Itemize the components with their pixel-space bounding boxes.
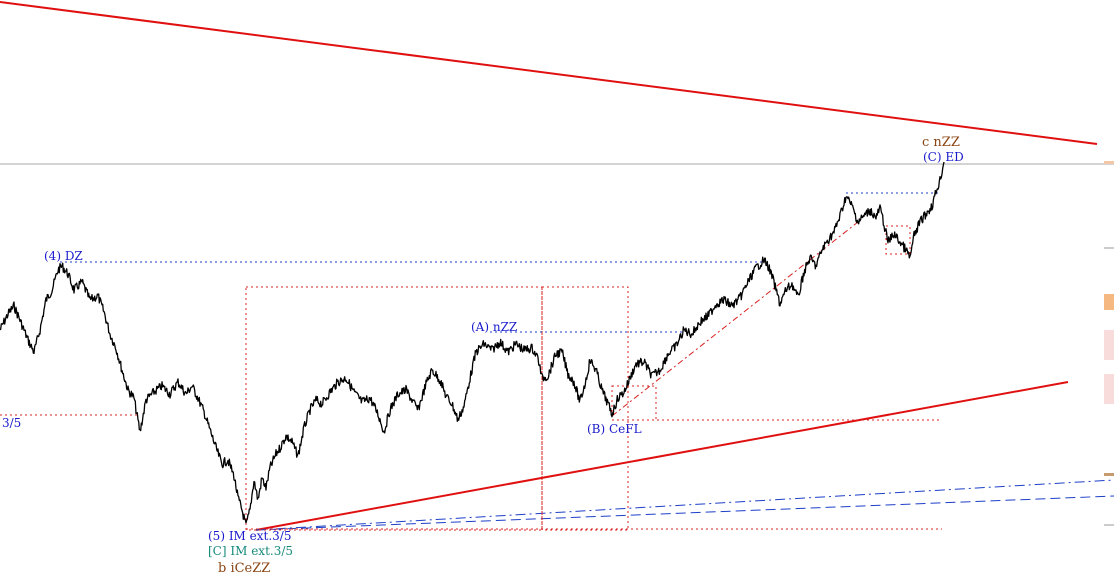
fib-box-right[interactable] [541,286,629,531]
price-marker-orange [1104,294,1114,310]
small-box-b [611,385,657,421]
label-left-35: 3/5 [2,416,21,430]
price-marker-grey-1 [1104,247,1114,249]
label-b-icezz: b iCeZZ [218,561,270,576]
price-marker-top [1104,161,1114,164]
price-marker-pink-2 [1104,374,1114,404]
blue-channel-line-1[interactable] [255,479,1114,531]
label-c-ed: (C) ED [923,150,964,164]
price-series-line[interactable] [0,161,945,524]
price-marker-pink-1 [1104,330,1114,360]
label-five-im: (5) IM ext.3/5 [208,529,291,543]
label-b-cefl: (B) CeFL [587,422,642,436]
price-marker-brown [1104,473,1114,476]
blue-channel-line-2[interactable] [255,495,1114,531]
price-marker-grey-2 [1104,524,1114,526]
small-box-c [885,225,911,255]
label-c-nzz: c nZZ [922,135,960,150]
label-a-nzz: (A) nZZ [471,320,517,334]
upper-trendline[interactable] [0,1,1098,145]
rising-fib-line [611,221,859,417]
label-c-im: [C] IM ext.3/5 [208,544,293,558]
label-four-dz: (4) DZ [44,249,83,263]
fib-box-left[interactable] [245,286,543,531]
lower-trendline[interactable] [255,381,1069,531]
